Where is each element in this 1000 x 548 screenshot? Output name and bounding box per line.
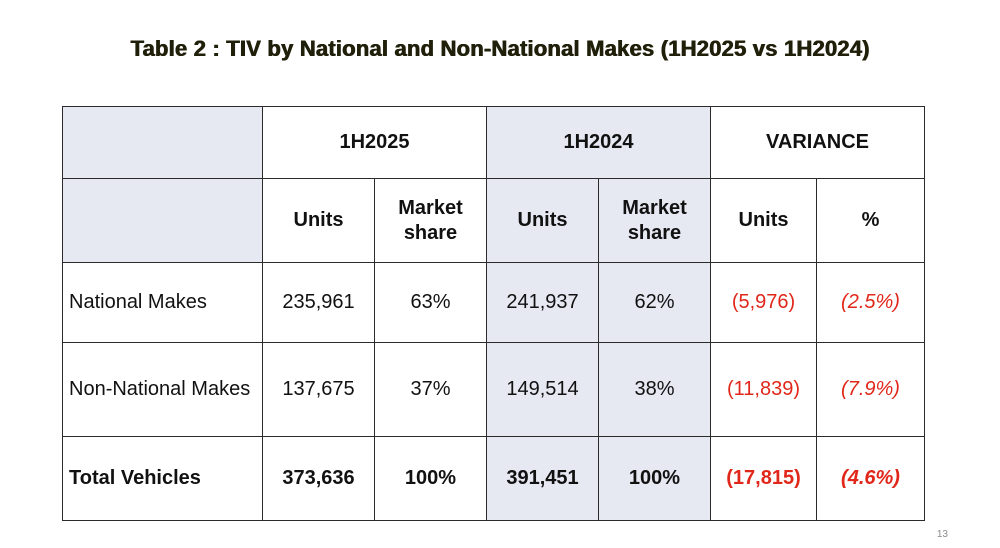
table-row-total: Total Vehicles 373,636 100% 391,451 100%… xyxy=(62,436,925,521)
cell-units-1h2025: 373,636 xyxy=(262,436,375,521)
header-percent-variance: % xyxy=(816,178,925,263)
page-number: 13 xyxy=(936,529,948,540)
cell-market-share-1h2025: 100% xyxy=(374,436,487,521)
corner-cell-sub xyxy=(62,178,263,263)
cell-variance-percent: (4.6%) xyxy=(816,436,925,521)
row-label: Total Vehicles xyxy=(62,436,263,521)
cell-units-1h2025: 137,675 xyxy=(262,342,375,437)
cell-market-share-1h2024: 62% xyxy=(598,262,711,343)
cell-market-share-1h2024: 38% xyxy=(598,342,711,437)
header-variance: VARIANCE xyxy=(710,106,925,179)
header-row-sub: Units Market share Units Market share Un… xyxy=(62,178,925,263)
tiv-table: 1H2025 1H2024 VARIANCE Units Market shar… xyxy=(62,106,925,521)
row-label: National Makes xyxy=(62,262,263,343)
cell-units-1h2024: 149,514 xyxy=(486,342,599,437)
cell-market-share-1h2025: 63% xyxy=(374,262,487,343)
cell-market-share-1h2025: 37% xyxy=(374,342,487,437)
table-row: National Makes 235,961 63% 241,937 62% (… xyxy=(62,262,925,343)
header-row-groups: 1H2025 1H2024 VARIANCE xyxy=(62,106,925,179)
header-market-share-1h2024-text: Market share xyxy=(622,196,687,244)
cell-variance-units: (11,839) xyxy=(710,342,817,437)
cell-units-1h2024: 391,451 xyxy=(486,436,599,521)
header-market-share-1h2025: Market share xyxy=(374,178,487,263)
cell-units-1h2024: 241,937 xyxy=(486,262,599,343)
header-units-1h2024: Units xyxy=(486,178,599,263)
header-1h2024: 1H2024 xyxy=(486,106,711,179)
header-units-1h2025: Units xyxy=(262,178,375,263)
header-market-share-1h2024: Market share xyxy=(598,178,711,263)
header-units-variance: Units xyxy=(710,178,817,263)
cell-market-share-1h2024: 100% xyxy=(598,436,711,521)
cell-variance-percent: (7.9%) xyxy=(816,342,925,437)
header-market-share-1h2025-text: Market share xyxy=(398,196,463,244)
corner-cell xyxy=(62,106,263,179)
cell-units-1h2025: 235,961 xyxy=(262,262,375,343)
cell-variance-units: (17,815) xyxy=(710,436,817,521)
table-title: Table 2 : TIV by National and Non-Nation… xyxy=(130,36,870,61)
row-label: Non-National Makes xyxy=(62,342,263,437)
table-row: Non-National Makes 137,675 37% 149,514 3… xyxy=(62,342,925,437)
cell-variance-units: (5,976) xyxy=(710,262,817,343)
header-1h2025: 1H2025 xyxy=(262,106,487,179)
cell-variance-percent: (2.5%) xyxy=(816,262,925,343)
